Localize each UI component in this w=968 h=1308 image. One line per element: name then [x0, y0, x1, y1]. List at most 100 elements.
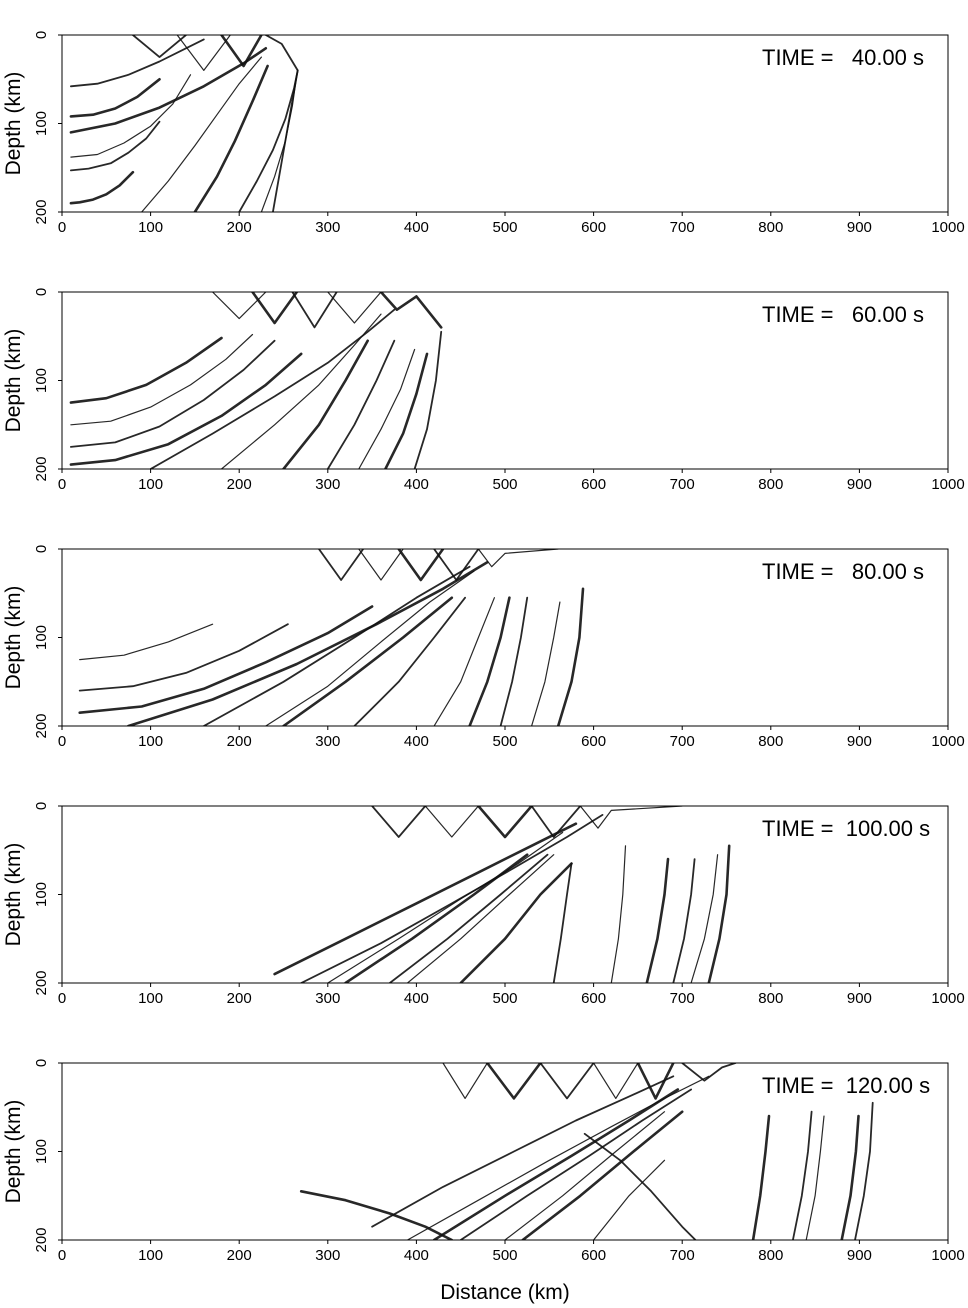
x-tick-label: 500: [492, 990, 517, 1007]
wavefront-line: [193, 64, 269, 212]
x-tick-label: 200: [227, 476, 252, 493]
panel-1: 0 100 200 300 400 500 600 700 800 900 1000 0 100 200 D…: [2, 31, 965, 236]
x-tick-label: 700: [670, 733, 695, 750]
x-tick-label: 0: [58, 1247, 66, 1264]
x-axis-title: Distance (km): [440, 1281, 570, 1304]
series-group: [69, 292, 443, 469]
series-group: [273, 806, 731, 983]
panel-4: 0 100 200 300 400 500 600 700 800 900 1000 0 100 200 D…: [2, 802, 965, 1007]
x-tick-label: 700: [670, 1247, 695, 1264]
wavefront-line: [397, 549, 445, 582]
wavefront-line: [358, 348, 416, 469]
wavefront-line: [530, 806, 582, 838]
wavefront-line: [583, 1132, 697, 1240]
x-tick-label: 600: [581, 733, 606, 750]
x-tick-label: 100: [138, 990, 163, 1007]
wavefront-line: [645, 857, 670, 983]
x-tick-label: 600: [581, 990, 606, 1007]
wavefront-line: [141, 56, 262, 212]
x-tick-label: 800: [758, 219, 783, 236]
wavefront-line: [70, 120, 161, 172]
wavefront-line: [220, 313, 382, 469]
time-label: TIME = 60.00 s: [762, 302, 924, 327]
y-tick-label: 100: [33, 368, 50, 393]
x-tick-label: 600: [581, 1247, 606, 1264]
wavefront-line: [212, 292, 267, 320]
y-axis-title: Depth (km): [2, 329, 25, 433]
x-tick-label: 500: [492, 733, 517, 750]
x-tick-label: 400: [404, 476, 429, 493]
y-tick-label: 100: [33, 1139, 50, 1164]
x-tick-label: 500: [492, 476, 517, 493]
wavefront-line: [579, 806, 683, 829]
wavefront-line: [424, 806, 479, 838]
y-axis-title: Depth (km): [2, 1100, 25, 1204]
x-tick-label: 300: [315, 990, 340, 1007]
y-tick-label: 100: [33, 882, 50, 907]
x-tick-label: 900: [847, 476, 872, 493]
x-tick-label: 200: [227, 1247, 252, 1264]
x-tick-label: 900: [847, 733, 872, 750]
x-tick-label: 400: [404, 1247, 429, 1264]
time-label: TIME = 100.00 s: [762, 816, 930, 841]
wavefront-line: [477, 549, 559, 568]
y-tick-label: 200: [33, 456, 50, 481]
x-tick-label: 300: [315, 476, 340, 493]
wavefront-line: [264, 35, 299, 212]
wavefront-line: [149, 308, 396, 469]
wavefront-line: [521, 1110, 684, 1240]
panel-5: 0 100 200 300 400 500 600 700 800 900 1000 0 100 200 D…: [2, 1059, 965, 1264]
x-tick-label: 500: [492, 1247, 517, 1264]
x-tick-label: 0: [58, 476, 66, 493]
y-tick-label: 0: [33, 802, 50, 810]
x-tick-label: 200: [227, 733, 252, 750]
wavefront-line: [707, 844, 731, 983]
wavefront-line: [432, 1088, 680, 1240]
wavefront-line: [854, 1101, 874, 1240]
time-label: TIME = 80.00 s: [762, 559, 924, 584]
wavefront-line: [176, 35, 231, 72]
wavefront-line: [840, 1114, 860, 1240]
wavefront-line: [69, 46, 268, 134]
x-tick-label: 900: [847, 990, 872, 1007]
y-tick-label: 200: [33, 713, 50, 738]
x-tick-label: 0: [58, 990, 66, 1007]
wavefront-line: [539, 1063, 595, 1100]
wavefront-line: [636, 1063, 675, 1100]
x-tick-label: 400: [404, 219, 429, 236]
wavefront-line: [69, 336, 223, 404]
x-tick-label: 100: [138, 476, 163, 493]
wavefront-line: [792, 1110, 813, 1240]
y-tick-label: 100: [33, 625, 50, 650]
wavefront-line: [388, 853, 549, 983]
wavefront-line: [78, 605, 374, 715]
x-tick-label: 0: [58, 733, 66, 750]
x-tick-label: 500: [492, 219, 517, 236]
x-tick-label: 400: [404, 733, 429, 750]
wavefront-line: [552, 862, 573, 983]
wavefront-line: [265, 570, 475, 726]
wavefront-line: [291, 292, 338, 329]
wavefront-line: [468, 596, 511, 726]
x-tick-label: 700: [670, 990, 695, 1007]
y-tick-label: 0: [33, 31, 50, 39]
wavefront-line: [131, 35, 187, 58]
wavefront-line: [592, 1159, 666, 1240]
wavefront-line: [358, 549, 404, 581]
wavefront-line: [433, 549, 480, 581]
x-tick-label: 0: [58, 219, 66, 236]
wavefront-line: [379, 292, 443, 329]
wavefront-line: [592, 1063, 639, 1100]
series-group: [299, 1063, 874, 1240]
wavefront-line: [413, 330, 443, 469]
y-tick-label: 200: [33, 970, 50, 995]
y-axis-title: Depth (km): [2, 586, 25, 690]
wavefront-line: [299, 1190, 454, 1240]
wavefront-line: [751, 1114, 771, 1240]
time-label: TIME = 40.00 s: [762, 45, 924, 70]
wavefront-line: [672, 858, 696, 983]
wavefront-line: [69, 352, 303, 466]
x-tick-label: 800: [758, 733, 783, 750]
wavefront-line: [220, 35, 263, 68]
